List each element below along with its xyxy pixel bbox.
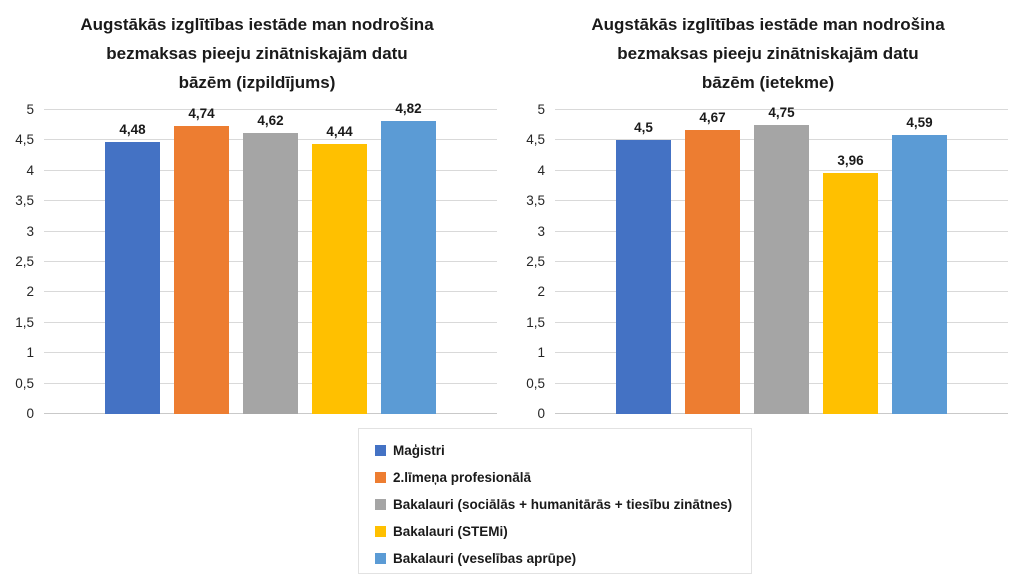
legend-label: Bakalauri (veselības aprūpe) <box>393 551 577 567</box>
legend-item-Bakalauri (veselības aprūpe): Bakalauri (veselības aprūpe) <box>375 550 576 568</box>
legend-swatch-icon <box>375 553 386 565</box>
y-tick-label: 2,5 <box>15 254 34 269</box>
gridline <box>555 109 1008 110</box>
y-tick-label: 4,5 <box>526 132 545 148</box>
y-tick-label: 1 <box>537 345 545 361</box>
y-tick-label: 3 <box>26 223 34 239</box>
y-tick-label: 0,5 <box>15 375 34 391</box>
legend-swatch-icon <box>375 498 386 510</box>
bar-value-label: 4,5 <box>634 120 653 136</box>
bar-Maģistri <box>616 140 671 414</box>
chart-title-line: Augstākās izglītības iestāde man nodroši… <box>591 15 945 34</box>
y-tick-label: 0,5 <box>526 375 545 391</box>
chart-title-line: bezmaksas pieeju zinātniskajām datu <box>617 44 919 63</box>
bar-Bakalauri (STEMi) <box>823 173 878 414</box>
chart-title-izpildijums: Augstākās izglītības iestāde man nodroši… <box>22 10 492 97</box>
gridline <box>44 109 497 110</box>
y-tick-label: 1,5 <box>526 314 545 330</box>
bar-value-label: 4,67 <box>699 110 726 126</box>
y-tick-label: 4 <box>537 162 545 178</box>
chart-title-line: Augstākās izglītības iestāde man nodroši… <box>80 15 434 34</box>
chart-title-line: bezmaksas pieeju zinātniskajām datu <box>106 44 408 63</box>
plot-area-ietekme: 4,5 4,67 4,75 3,96 4,59 <box>555 105 1008 414</box>
legend-item-Bakalauri (STEMi): Bakalauri (STEMi) <box>375 523 508 541</box>
chart-title-line: bāzēm (ietekme) <box>701 73 835 92</box>
bar-2.līmeņa profesionālā <box>174 125 229 414</box>
bar-value-label: 4,82 <box>395 100 422 116</box>
legend-item-Bakalauri (sociālās + humanitārās + tiesību zinātnes): Bakalauri (sociālās + humanitārās + ties… <box>375 495 732 513</box>
y-tick-label: 2,5 <box>526 254 545 269</box>
bar-value-label: 4,75 <box>768 105 795 121</box>
legend-item-2.līmeņa profesionālā: 2.līmeņa profesionālā <box>375 468 531 486</box>
bar-value-label: 4,62 <box>257 113 284 129</box>
y-tick-label: 3,5 <box>526 193 545 209</box>
y-tick-label: 4 <box>26 162 34 178</box>
plot-area-izpildijums: 4,48 4,74 4,62 4,44 4,82 <box>44 101 497 414</box>
y-tick-label: 2 <box>26 284 34 300</box>
chart-ietekme: Augstākās izglītības iestāde man nodroši… <box>511 0 1024 430</box>
bar-Bakalauri (veselības aprūpe) <box>892 134 947 414</box>
legend-swatch-icon <box>375 444 386 456</box>
legend-label: Bakalauri (sociālās + humanitārās + ties… <box>393 496 733 512</box>
y-axis-ietekme: 0 0,5 1 1,5 2 2,5 3 3,5 4 4,5 5 <box>511 0 549 430</box>
bar-value-label: 4,59 <box>906 114 933 130</box>
y-tick-label: 4,5 <box>15 132 34 148</box>
legend-swatch-icon <box>375 471 386 483</box>
y-tick-label: 1 <box>26 345 34 361</box>
chart-title-ietekme: Augstākās izglītības iestāde man nodroši… <box>533 10 1003 97</box>
legend-item-Maģistri: Maģistri <box>375 441 445 459</box>
bar-2.līmeņa profesionālā <box>685 130 740 414</box>
bar-Bakalauri (STEMi) <box>312 144 367 414</box>
legend-swatch-icon <box>375 526 386 538</box>
y-tick-label: 2 <box>537 284 545 300</box>
legend: Maģistri 2.līmeņa profesionālā Bakalauri (… <box>358 428 752 574</box>
bar-Bakalauri (veselības aprūpe) <box>381 120 436 414</box>
y-tick-label: 3 <box>537 223 545 239</box>
bar-Bakalauri (sociālās + humanitārās + tiesību zinātnes) <box>754 125 809 414</box>
y-tick-label: 0 <box>26 406 34 421</box>
y-axis-izpildijums: 0 0,5 1 1,5 2 2,5 3 3,5 4 4,5 5 <box>0 0 38 430</box>
y-tick-label: 1,5 <box>15 314 34 330</box>
bar-value-label: 4,74 <box>188 105 215 121</box>
legend-label: 2.līmeņa profesionālā <box>393 469 532 485</box>
bar-value-label: 3,96 <box>837 153 864 169</box>
bar-Bakalauri (sociālās + humanitārās + tiesību zinātnes) <box>243 133 298 414</box>
y-tick-label: 3,5 <box>15 193 34 209</box>
chart-title-line: bāzēm (izpildījums) <box>178 73 336 92</box>
bar-value-label: 4,48 <box>119 121 146 137</box>
y-tick-label: 5 <box>537 102 545 117</box>
legend-label: Bakalauri (STEMi) <box>393 524 508 540</box>
legend-label: Maģistri <box>393 442 445 458</box>
bar-Maģistri <box>105 141 160 414</box>
bar-value-label: 4,44 <box>326 124 353 140</box>
y-tick-label: 5 <box>26 102 34 117</box>
y-tick-label: 0 <box>537 406 545 421</box>
chart-izpildijums: Augstākās izglītības iestāde man nodroši… <box>0 0 513 430</box>
